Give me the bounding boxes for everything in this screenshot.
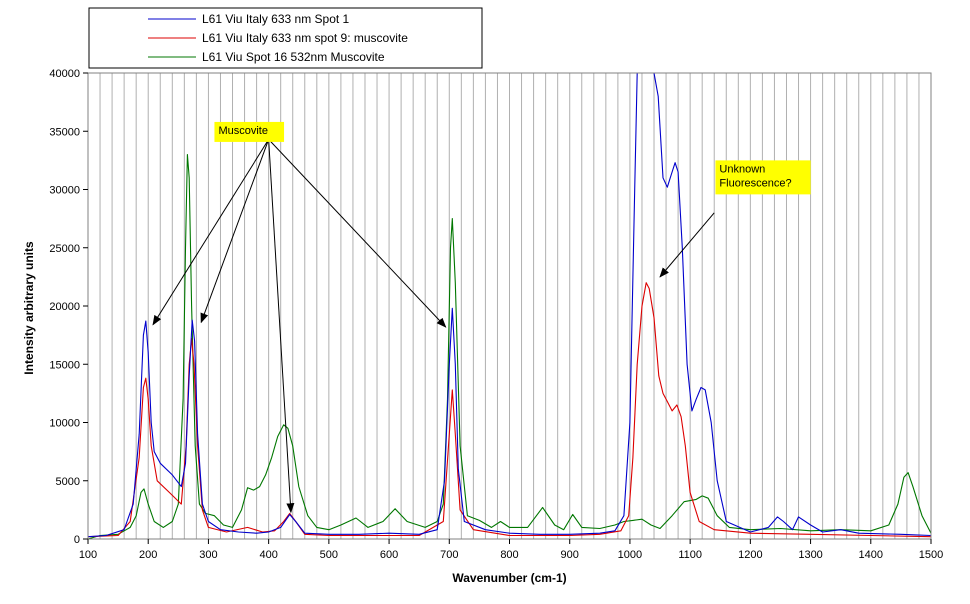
- x-tick-label: 600: [380, 549, 398, 561]
- series-line-2: [87, 282, 932, 538]
- x-tick-label: 900: [561, 549, 579, 561]
- annotation-arrow: [200, 139, 270, 324]
- y-tick-label: 5000: [56, 476, 80, 488]
- y-tick-label: 30000: [49, 185, 80, 197]
- y-axis-title: Intensity arbitrary units: [22, 241, 36, 375]
- x-tick-label: 1200: [738, 549, 762, 561]
- annotations: Muscovite Unknown Fluorescence?: [152, 121, 811, 514]
- legend: L61 Viu Italy 633 nm Spot 1 L61 Viu Ital…: [88, 7, 483, 69]
- x-tick-label: 1500: [919, 549, 943, 561]
- annotation-label: Muscovite: [218, 125, 268, 137]
- gridlines: [99, 73, 920, 539]
- x-tick-label: 400: [259, 549, 277, 561]
- x-tick-label: 700: [440, 549, 458, 561]
- y-tick-label: 40000: [49, 68, 80, 80]
- x-tick-label: 800: [500, 549, 518, 561]
- x-tick-label: 300: [199, 549, 217, 561]
- annotation-arrow: [268, 139, 295, 514]
- y-tick-label: 35000: [49, 126, 80, 138]
- legend-label-series-2: L61 Viu Italy 633 nm spot 9: muscovite: [202, 31, 408, 45]
- x-tick-label: 1400: [859, 549, 883, 561]
- y-tick-label: 20000: [49, 301, 80, 313]
- series-layer: [87, 72, 932, 540]
- x-tick-label: 500: [320, 549, 338, 561]
- legend-label-series-1: L61 Viu Italy 633 nm Spot 1: [202, 12, 350, 26]
- annotation-arrow: [152, 139, 270, 326]
- x-tick-label: 1300: [798, 549, 822, 561]
- y-tick-label: 25000: [49, 243, 80, 255]
- y-axis-ticks: 0 5000 10000 15000 20000 25000 30000 35000 40000: [49, 68, 88, 546]
- annotation-label: Unknown: [719, 163, 765, 175]
- annotation-label: Fluorescence?: [719, 177, 791, 189]
- annotation-1: Muscovite: [152, 121, 447, 514]
- legend-label-series-3: L61 Viu Spot 16 532nm Muscovite: [202, 50, 385, 64]
- x-tick-label: 1000: [618, 549, 642, 561]
- series-line-3: [87, 154, 932, 540]
- y-tick-label: 10000: [49, 418, 80, 430]
- y-tick-label: 0: [74, 534, 80, 546]
- annotation-arrow: [268, 139, 447, 328]
- annotation-2: Unknown Fluorescence?: [659, 160, 811, 278]
- x-axis-ticks: 100 200 300 400 500 600 700 800 900 1000 1100 1200 1…: [79, 539, 943, 561]
- annotation-arrow: [659, 212, 715, 278]
- x-tick-label: 100: [79, 549, 97, 561]
- y-tick-label: 15000: [49, 359, 80, 371]
- x-axis-title: Wavenumber (cm-1): [452, 571, 566, 585]
- annotation-box: [715, 160, 811, 195]
- annotation-box: [214, 121, 285, 142]
- series-line-1: [87, 72, 932, 538]
- x-tick-label: 1100: [678, 549, 702, 561]
- x-tick-label: 200: [139, 549, 157, 561]
